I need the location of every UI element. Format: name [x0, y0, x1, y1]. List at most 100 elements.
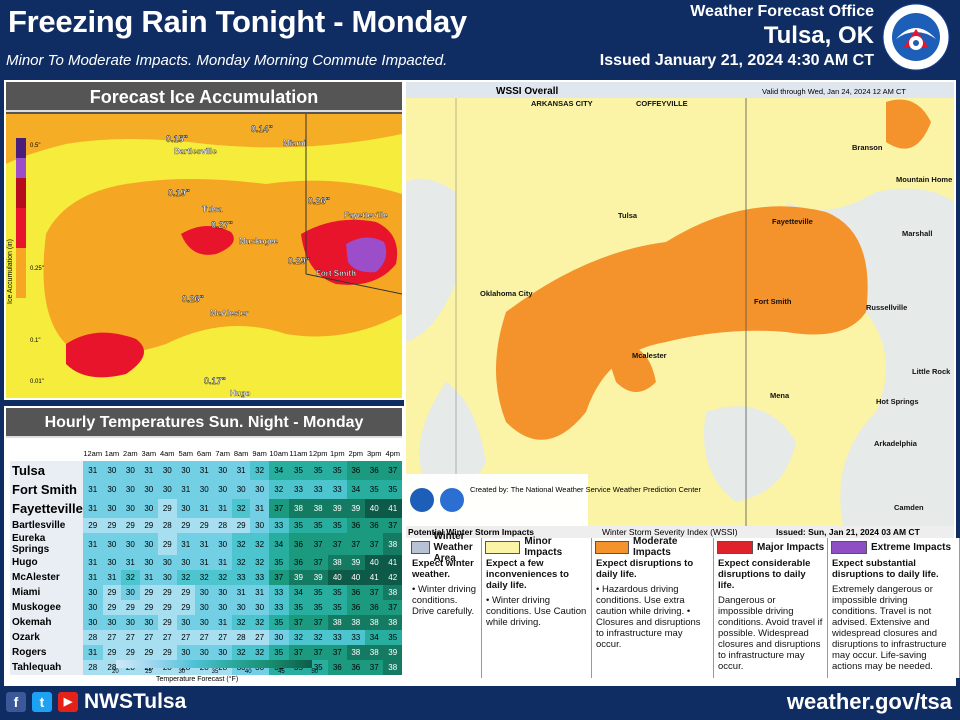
wssi-city-russellville: Russellville [866, 303, 907, 312]
temp-cell: 30 [213, 480, 232, 499]
wssi-map: WSSI Overall Valid through Wed, Jan 24, … [406, 82, 954, 538]
temp-cell: 35 [328, 518, 347, 533]
legend-detail: • Hazardous driving conditions. Use extr… [596, 584, 701, 650]
legend-title: Major Impacts [757, 541, 825, 553]
temp-scale-tick: 40 [244, 669, 252, 675]
temp-cell: 30 [121, 533, 140, 555]
temp-cell: 30 [82, 585, 103, 600]
legend-detail: Dangerous or impossible driving conditio… [718, 595, 823, 672]
temp-cell: 40 [365, 499, 384, 518]
ice-val-muskogee: 0.27" [211, 220, 233, 230]
wssi-title: WSSI Overall [496, 86, 558, 97]
temp-cell: 29 [176, 518, 195, 533]
temp-cell: 32 [231, 533, 251, 555]
temp-cell: 39 [346, 499, 365, 518]
temp-cell: 29 [121, 600, 140, 615]
website-link[interactable]: weather.gov/tsa [786, 689, 952, 714]
temp-cell: 33 [268, 518, 289, 533]
legend-summary: Expect disruptions to daily life. [596, 558, 694, 580]
temp-cell: 27 [194, 630, 214, 645]
wssi-city-hotsprings: Hot Springs [876, 397, 919, 406]
temp-cell: 38 [383, 660, 402, 675]
hour-label: 8am [231, 446, 251, 461]
city-name: Bartlesville [10, 518, 83, 533]
city-name: Miami [10, 585, 83, 600]
temp-cell: 33 [346, 630, 365, 645]
temp-cell: 31 [139, 461, 159, 480]
twitter-icon[interactable]: t [32, 692, 52, 712]
temp-cell: 30 [176, 645, 195, 660]
legend-detail: • Winter driving conditions. Drive caref… [412, 584, 477, 617]
scale-tick-2: 0.25" [30, 266, 44, 272]
temp-cell: 39 [383, 645, 402, 660]
temp-cell: 35 [328, 461, 347, 480]
city-hugo: Hugo [230, 389, 251, 398]
wssi-city-branson: Branson [852, 143, 883, 152]
legend-swatch [717, 540, 753, 554]
temp-cell: 29 [158, 615, 177, 630]
city-mcalester: McAlester [210, 309, 248, 318]
temp-cell: 30 [268, 630, 289, 645]
temp-cell: 32 [250, 461, 269, 480]
city-name: Eureka Springs [10, 533, 83, 555]
corner-cell [10, 446, 83, 461]
city-bartlesville: Bartlesville [174, 147, 217, 156]
temp-cell: 30 [158, 461, 177, 480]
temp-cell: 30 [102, 533, 122, 555]
table-row: Hugo 31 30 31 30 30 30 31 31 32 32 35 36 37 38 39 40 41 [10, 555, 402, 570]
table-row: Muskogee 30 29 29 29 29 29 30 30 30 30 33 35 35 35 36 36… [10, 600, 402, 615]
scale-tick-3: 0.1" [30, 338, 40, 344]
temp-scale-tick: 30 [178, 669, 186, 675]
noaa-logo-icon [440, 488, 464, 512]
city-miami: Miami [283, 139, 306, 148]
temp-cell: 36 [288, 555, 309, 570]
temp-cell: 38 [308, 499, 329, 518]
temp-cell: 38 [346, 645, 365, 660]
temp-cell: 37 [365, 533, 384, 555]
temp-cell: 30 [213, 585, 232, 600]
city-name: McAlester [10, 570, 83, 585]
temp-cell: 31 [194, 461, 214, 480]
temp-cell: 30 [213, 461, 232, 480]
hour-label: 12pm [308, 446, 329, 461]
legend-header: Moderate Impacts [592, 536, 713, 558]
temp-cell: 35 [328, 585, 347, 600]
temp-cell: 35 [308, 518, 329, 533]
table-row: Okemah 30 30 30 30 29 30 30 31 32 32 35 37 37 38 38 38 38 [10, 615, 402, 630]
city-name: Fayetteville [10, 499, 83, 518]
temp-cell: 36 [346, 518, 365, 533]
temp-cell: 30 [231, 600, 251, 615]
legend-summary: Expect a few inconveniences to daily lif… [486, 558, 569, 591]
nws-logo-icon [882, 3, 950, 71]
temp-cell: 42 [383, 570, 402, 585]
temp-cell: 37 [365, 660, 384, 675]
temp-cell: 30 [121, 499, 140, 518]
temp-cell: 32 [231, 615, 251, 630]
temp-cell: 33 [250, 570, 269, 585]
temp-cell: 36 [365, 518, 384, 533]
temp-cell: 29 [158, 499, 177, 518]
temp-cell: 37 [308, 533, 329, 555]
temp-cell: 30 [194, 615, 214, 630]
social-handle[interactable]: NWSTulsa [84, 690, 187, 713]
temp-cell: 41 [365, 570, 384, 585]
temp-cell: 38 [383, 533, 402, 555]
temp-cell: 30 [231, 480, 251, 499]
table-row: McAlester 31 31 32 31 30 32 32 32 33 33 37 39 39 40 40 4… [10, 570, 402, 585]
temp-cell: 35 [383, 480, 402, 499]
wssi-city-mountain-home: Mountain Home [896, 175, 952, 184]
temp-cell: 31 [82, 533, 103, 555]
wssi-legend-winter-weather-area: Winter Weather Area Expect winter weather… [408, 531, 482, 678]
ice-accumulation-map: Ice Accumulation (in) 0.5" 0.25" 0.1" 0.… [6, 114, 402, 398]
ice-val-tulsa: 0.19" [168, 188, 190, 198]
hour-label: 5am [176, 446, 195, 461]
city-tulsa: Tulsa [202, 205, 223, 214]
temp-cell: 28 [82, 630, 103, 645]
temp-cell: 38 [365, 645, 384, 660]
youtube-icon[interactable]: ▶ [58, 692, 78, 712]
table-row: Fort Smith 31 30 30 30 30 31 30 30 30 30 32 33 33 33 34… [10, 480, 402, 499]
facebook-icon[interactable]: f [6, 692, 26, 712]
ice-val-fortsmith: 0.29" [288, 256, 310, 266]
temp-cell: 34 [268, 461, 289, 480]
temp-cell: 29 [102, 518, 122, 533]
